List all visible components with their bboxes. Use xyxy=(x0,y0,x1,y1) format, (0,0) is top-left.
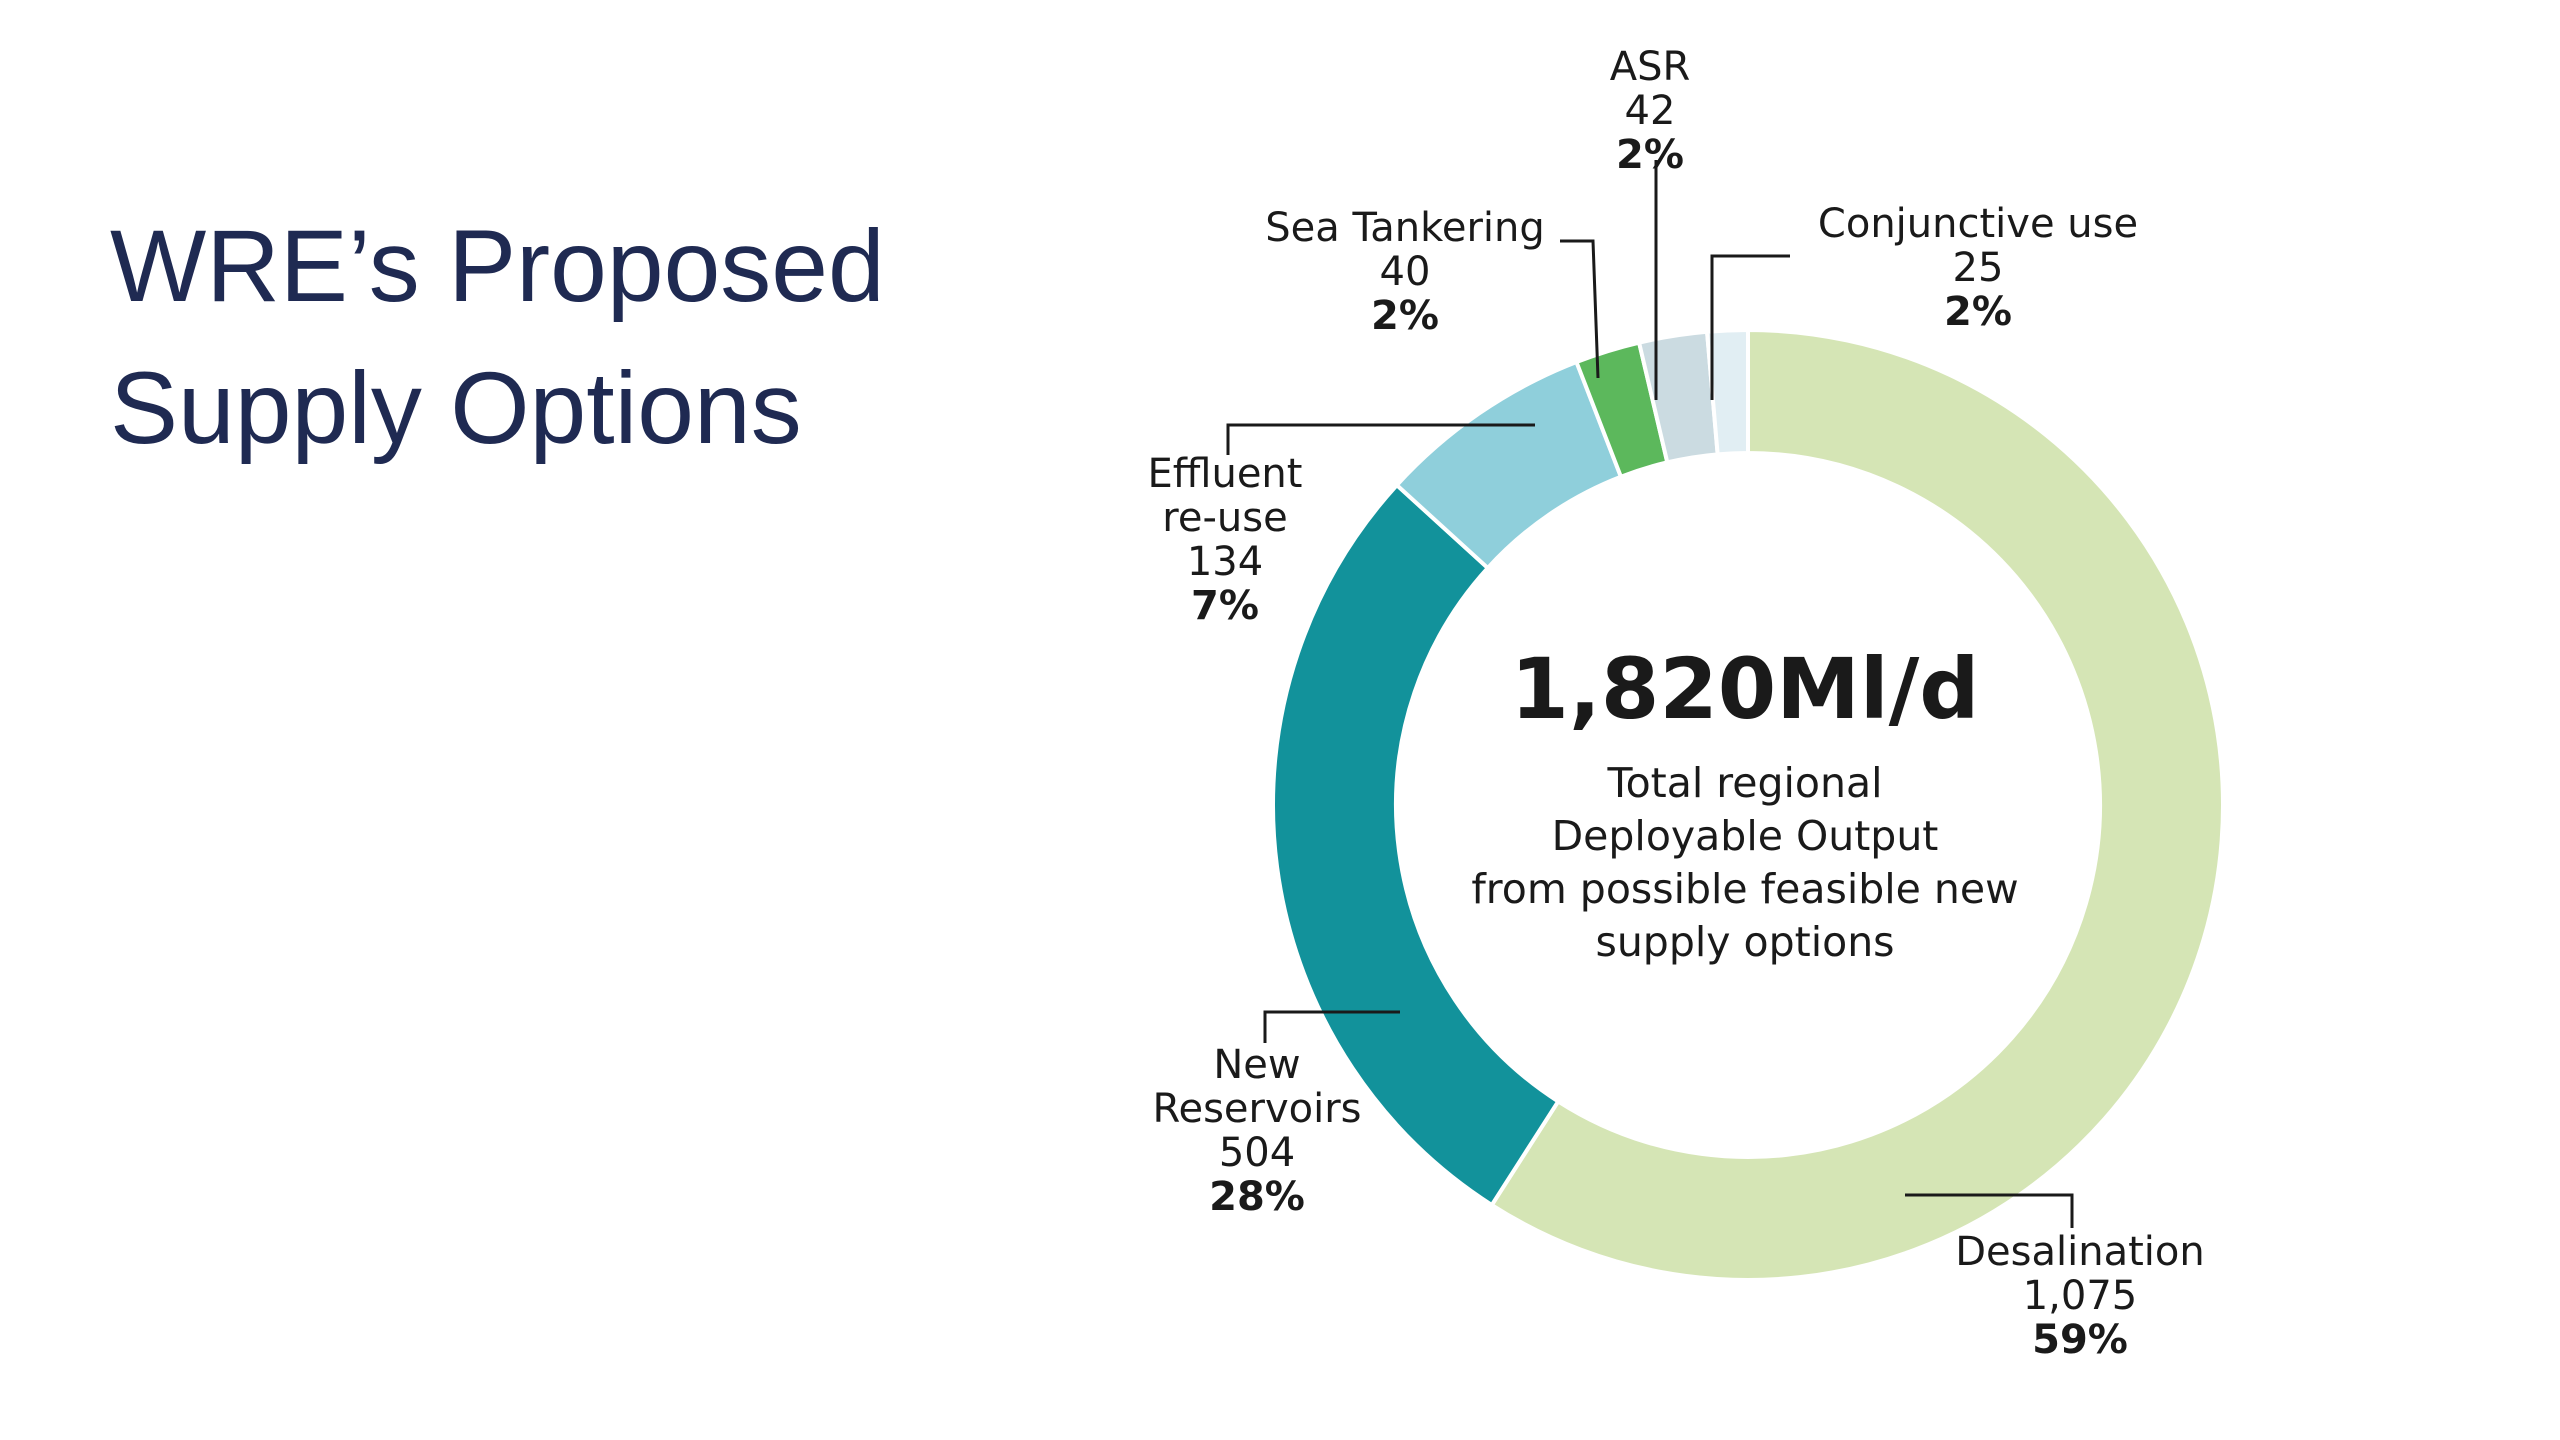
slice-name-label: Sea Tankering xyxy=(1265,205,1545,251)
leader-lines xyxy=(1226,160,2074,1228)
slice-percent-label: 2% xyxy=(1371,293,1439,339)
slice-percent-label: 7% xyxy=(1191,583,1259,629)
slice-percent-label: 2% xyxy=(1944,289,2012,335)
leader-line-effluent-re-use xyxy=(1226,423,1535,455)
slice-value-label: 25 xyxy=(1953,245,2004,291)
leader-line-conjunctive-use xyxy=(1710,254,1790,400)
leader-line-new-reservoirs xyxy=(1263,1010,1400,1043)
center-caption-line: from possible feasible new xyxy=(1471,865,2018,913)
center-total-label: 1,820Ml/d xyxy=(1511,640,1980,738)
slide-title-line-1: WRE’s Proposed xyxy=(110,209,885,323)
donut-slices xyxy=(1271,327,2225,1282)
slice-value-label: 1,075 xyxy=(2023,1273,2138,1319)
donut-center: 1,820Ml/d Total regional Deployable Outp… xyxy=(1471,640,2018,966)
slice-value-label: 504 xyxy=(1219,1130,1295,1176)
slice-percent-label: 59% xyxy=(2032,1317,2128,1363)
slice-percent-label: 2% xyxy=(1616,132,1684,178)
slice-name-label: re-use xyxy=(1162,495,1287,541)
slide-title: WRE’s Proposed Supply Options xyxy=(110,195,1010,479)
slice-new-reservoirs xyxy=(1271,482,1561,1208)
slice-name-label: Desalination xyxy=(1955,1229,2204,1275)
slice-value-label: 42 xyxy=(1625,88,1676,134)
slice-name-label: Conjunctive use xyxy=(1818,201,2138,247)
slice-percent-label: 28% xyxy=(1209,1174,1305,1220)
center-caption-line: Total regional xyxy=(1607,759,1883,807)
slice-conjunctive-use xyxy=(1704,327,1750,457)
slice-name-label: ASR xyxy=(1610,44,1691,90)
slice-value-label: 134 xyxy=(1187,539,1263,585)
center-caption-line: supply options xyxy=(1595,918,1894,966)
leader-line-desalination xyxy=(1905,1193,2074,1228)
slide-title-line-2: Supply Options xyxy=(110,351,802,465)
slice-name-label: Reservoirs xyxy=(1152,1086,1361,1132)
slice-desalination xyxy=(1489,327,2225,1282)
slice-name-label: New xyxy=(1213,1042,1300,1088)
slice-value-label: 40 xyxy=(1380,249,1431,295)
center-caption-line: Deployable Output xyxy=(1552,812,1939,860)
slice-name-label: Effluent xyxy=(1148,451,1303,497)
leader-line-sea-tankering xyxy=(1560,239,1600,379)
